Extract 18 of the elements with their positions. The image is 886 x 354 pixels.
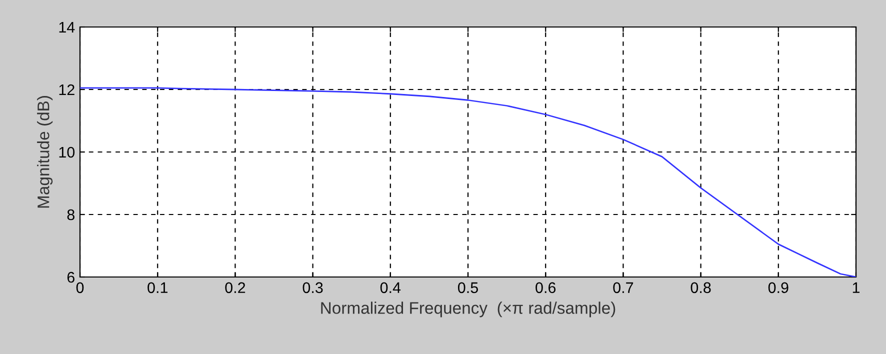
y-tick-label: 12 <box>59 84 74 96</box>
x-tick-label: 0.2 <box>225 282 246 294</box>
x-tick-label: 0.5 <box>458 282 478 294</box>
y-tick-label: 8 <box>67 209 74 220</box>
x-tick-label: 0 <box>76 282 84 294</box>
y-tick-label: 10 <box>59 146 75 158</box>
x-tick-label: 0.6 <box>536 282 556 294</box>
y-tick-label: 6 <box>67 272 74 283</box>
y-axis-title: Magnitude (dB) <box>37 96 53 208</box>
x-tick-label: 0.1 <box>148 282 168 294</box>
x-tick-label: 1 <box>852 282 860 293</box>
x-axis-title: Normalized Frequency (×π rad/sample) <box>321 302 616 318</box>
y-tick-label: 14 <box>59 22 75 33</box>
x-tick-label: 0.4 <box>380 282 401 294</box>
x-tick-label: 0.9 <box>768 282 788 294</box>
x-tick-label: 0.8 <box>690 282 711 294</box>
x-tick-label: 0.7 <box>613 282 634 294</box>
x-tick-label: 0.3 <box>302 282 323 294</box>
